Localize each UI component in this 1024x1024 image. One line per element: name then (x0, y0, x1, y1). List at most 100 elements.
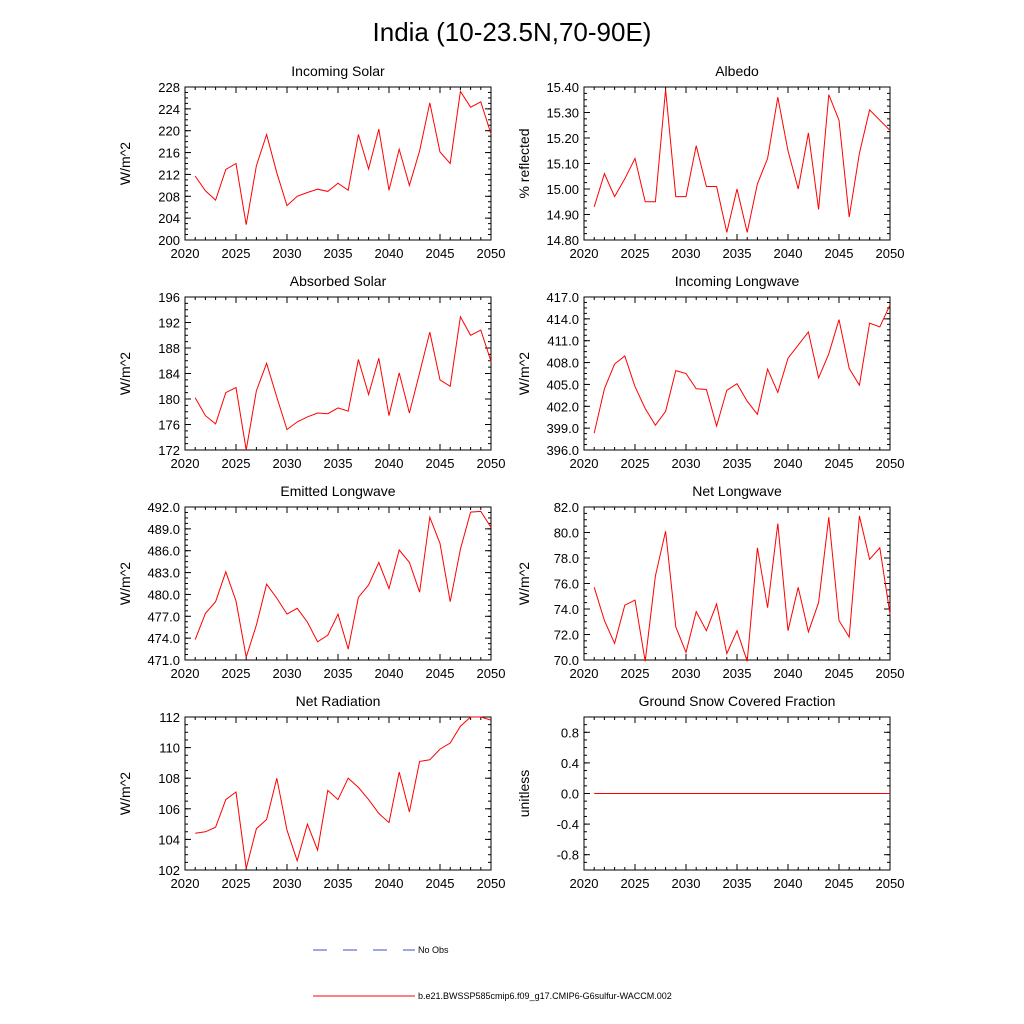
y-axis-label: W/m^2 (117, 142, 133, 185)
y-tick-label: 108 (158, 771, 180, 786)
panel-absorbed-solar: Absorbed Solar 2020 2025 2030 2035 2040 2045 20… (117, 273, 505, 471)
y-axis-label: unitless (516, 770, 532, 817)
x-tick-label: 2050 (477, 666, 506, 681)
panel-title: Albedo (715, 63, 759, 79)
series-line-net-longwave (593, 515, 891, 662)
x-tick-label: 2045 (825, 666, 854, 681)
panel-incoming-solar: Incoming Solar 2020 2025 2030 2035 2040 2045 20… (117, 63, 505, 261)
y-tick-label: 216 (158, 146, 180, 161)
plot-frame (184, 296, 492, 451)
x-tick-label: 2045 (825, 456, 854, 471)
x-tick-label: 2020 (171, 876, 200, 891)
series-line-incoming-solar (194, 90, 492, 225)
plot-frame (184, 716, 492, 871)
y-tick-label: 172 (158, 443, 180, 458)
y-tick-label: 112 (159, 710, 180, 725)
y-tick-label: 15.20 (546, 131, 579, 146)
x-tick-label: 2035 (723, 456, 752, 471)
y-tick-label: 414.0 (546, 312, 579, 327)
y-tick-label: -0.8 (557, 848, 579, 863)
x-tick-label: 2030 (672, 246, 701, 261)
y-tick-label: 402.0 (546, 399, 579, 414)
figure-title: India (10-23.5N,70-90E) (373, 17, 652, 47)
x-tick-label: 2025 (222, 246, 251, 261)
y-axis-label: W/m^2 (117, 562, 133, 605)
y-tick-label: 220 (158, 124, 180, 139)
y-tick-label: -0.4 (557, 817, 579, 832)
y-tick-label: 196 (158, 290, 180, 305)
series-line-incoming-longwave (593, 304, 891, 434)
y-tick-label: 78.0 (554, 551, 579, 566)
y-tick-label: 477.0 (147, 609, 180, 624)
x-tick-label: 2035 (723, 876, 752, 891)
y-tick-label: 188 (158, 341, 180, 356)
x-tick-label: 2050 (876, 876, 905, 891)
y-axis-label: W/m^2 (516, 352, 532, 395)
legend-no-obs-label: No Obs (418, 945, 449, 955)
y-tick-label: 106 (158, 802, 180, 817)
x-tick-label: 2050 (876, 456, 905, 471)
x-tick-label: 2035 (324, 246, 353, 261)
legend-model-label: b.e21.BWSSP585cmip6.f09_g17.CMIP6-G6sulf… (418, 991, 672, 1001)
panels: Incoming Solar 2020 2025 2030 2035 2040 2045 20… (117, 63, 904, 891)
plot-frame (184, 506, 492, 661)
series-line-absorbed-solar (194, 315, 492, 451)
y-tick-label: 15.30 (546, 106, 579, 121)
y-axis-label: % reflected (516, 128, 532, 198)
x-tick-label: 2020 (171, 666, 200, 681)
x-tick-label: 2025 (621, 876, 650, 891)
panel-albedo: Albedo 2020 2025 2030 2035 2040 2045 2050 14.80 1… (516, 63, 904, 261)
x-tick-label: 2040 (375, 666, 404, 681)
x-tick-label: 2020 (171, 456, 200, 471)
panel-title: Absorbed Solar (290, 273, 387, 289)
y-tick-label: 405.0 (546, 377, 579, 392)
x-tick-label: 2050 (477, 456, 506, 471)
y-axis-label: W/m^2 (117, 352, 133, 395)
y-tick-label: 80.0 (554, 526, 579, 541)
panel-emitted-longwave: Emitted Longwave 2020 2025 2030 2035 2040 2045… (117, 483, 505, 681)
y-tick-label: 204 (158, 211, 180, 226)
y-tick-label: 104 (158, 832, 180, 847)
y-tick-label: 14.90 (546, 208, 579, 223)
x-tick-label: 2030 (672, 666, 701, 681)
x-tick-label: 2020 (570, 246, 599, 261)
series-line-net-radiation (195, 716, 492, 869)
legend: No Obs b.e21.BWSSP585cmip6.f09_g17.CMIP6… (313, 945, 672, 1001)
x-tick-label: 2040 (774, 876, 803, 891)
plot-frame (583, 296, 891, 451)
y-tick-label: 102 (158, 863, 180, 878)
y-tick-label: 176 (158, 418, 180, 433)
x-tick-label: 2025 (222, 456, 251, 471)
x-tick-label: 2025 (621, 666, 650, 681)
y-tick-label: 228 (158, 80, 180, 95)
y-tick-label: 82.0 (554, 500, 579, 515)
y-tick-label: 14.80 (546, 233, 579, 248)
x-tick-label: 2020 (570, 456, 599, 471)
x-tick-label: 2050 (876, 246, 905, 261)
x-tick-label: 2045 (825, 246, 854, 261)
y-tick-label: 70.0 (554, 653, 579, 668)
y-tick-label: 0.4 (561, 756, 579, 771)
y-tick-label: 200 (158, 233, 180, 248)
y-tick-label: 474.0 (147, 631, 180, 646)
x-tick-label: 2025 (621, 246, 650, 261)
y-tick-label: 408.0 (546, 356, 579, 371)
x-tick-label: 2040 (375, 246, 404, 261)
plot-frame (583, 86, 891, 241)
x-tick-label: 2045 (825, 876, 854, 891)
y-tick-label: 0.8 (561, 725, 579, 740)
y-tick-label: 180 (158, 392, 180, 407)
y-tick-label: 486.0 (147, 544, 180, 559)
panel-title: Emitted Longwave (280, 483, 395, 499)
x-tick-label: 2040 (774, 666, 803, 681)
x-tick-label: 2025 (222, 666, 251, 681)
plot-frame (184, 86, 492, 241)
y-tick-label: 212 (158, 167, 180, 182)
panel-title: Incoming Solar (291, 63, 385, 79)
y-tick-label: 471.0 (147, 653, 180, 668)
x-tick-label: 2030 (273, 666, 302, 681)
x-tick-label: 2035 (723, 246, 752, 261)
x-tick-label: 2045 (426, 666, 455, 681)
y-tick-label: 411.0 (547, 334, 579, 349)
